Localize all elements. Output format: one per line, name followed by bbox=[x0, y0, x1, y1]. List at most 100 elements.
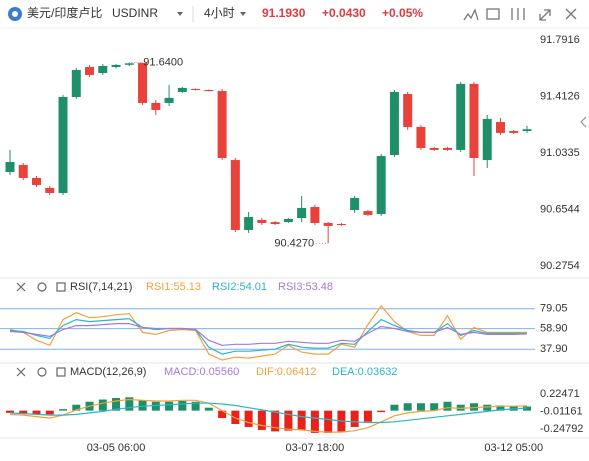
macd-settings[interactable] bbox=[37, 367, 47, 377]
y-tick-label: -0.01161 bbox=[540, 405, 583, 417]
candle-body bbox=[151, 102, 161, 110]
candle-body bbox=[45, 187, 55, 194]
candle-body bbox=[244, 217, 254, 230]
rsi-expand[interactable] bbox=[56, 282, 66, 292]
histogram-bar bbox=[363, 410, 372, 422]
candle-body bbox=[363, 211, 373, 215]
histogram-bar bbox=[72, 404, 81, 411]
y-tick-label: -0.24792 bbox=[540, 423, 583, 435]
x-tick-label: 03-07 18:00 bbox=[286, 442, 345, 454]
macd-close[interactable] bbox=[16, 367, 26, 377]
chart-type-button[interactable] bbox=[511, 8, 525, 20]
histogram-bar bbox=[98, 399, 107, 411]
candle-body bbox=[257, 219, 267, 223]
histogram-bar bbox=[271, 410, 280, 432]
last-price: 91.1930 bbox=[262, 6, 306, 20]
candle-body bbox=[495, 122, 505, 133]
histogram-bar bbox=[191, 401, 200, 411]
series-line bbox=[9, 402, 528, 424]
histogram-bar bbox=[6, 410, 14, 413]
rsi-settings[interactable] bbox=[37, 282, 47, 292]
candle-body bbox=[85, 67, 95, 75]
legend-entry: DIF:0.06412 bbox=[256, 366, 317, 378]
candle-body bbox=[32, 177, 42, 185]
candle-body bbox=[442, 147, 452, 150]
histogram-bar bbox=[32, 410, 41, 415]
price-change: +0.0430 bbox=[322, 6, 366, 20]
candle-body bbox=[522, 129, 532, 131]
extreme-label: 90.4270 bbox=[274, 237, 314, 249]
indicator-button[interactable] bbox=[463, 8, 479, 21]
histogram-bar bbox=[310, 410, 319, 433]
x-tick-label: 03-12 05:00 bbox=[484, 442, 543, 454]
compare-button[interactable] bbox=[486, 8, 500, 20]
candle-body bbox=[111, 64, 121, 68]
candle-body bbox=[177, 87, 187, 92]
histogram-bar bbox=[138, 400, 147, 411]
candle-body bbox=[429, 147, 439, 150]
candle-body bbox=[71, 70, 81, 98]
histogram-bar bbox=[456, 404, 465, 411]
histogram-bar bbox=[496, 405, 505, 411]
histogram-bar bbox=[390, 404, 399, 411]
candle-body bbox=[98, 65, 108, 74]
candle-body bbox=[297, 207, 307, 219]
histogram-bar bbox=[297, 410, 306, 430]
pair-name[interactable]: 美元/印度卢比 bbox=[27, 5, 102, 20]
histogram-bar bbox=[45, 410, 54, 415]
candle-body bbox=[509, 130, 519, 133]
interval[interactable]: 4小时 bbox=[204, 6, 235, 20]
rsi-close[interactable] bbox=[16, 282, 26, 292]
close-button[interactable] bbox=[565, 8, 577, 20]
candle-body bbox=[230, 160, 240, 230]
x-tick-label: 03-05 06:00 bbox=[87, 442, 146, 454]
rsi-title: RSI(7,14,21) bbox=[70, 281, 132, 293]
symbol-dropdown[interactable] bbox=[177, 12, 183, 16]
histogram-bar bbox=[151, 401, 160, 411]
candle-body bbox=[456, 83, 466, 150]
rsi-controls bbox=[16, 282, 66, 292]
collapse-axis-button[interactable] bbox=[580, 116, 587, 128]
y-tick-label: 90.2754 bbox=[540, 260, 580, 272]
candle-body bbox=[283, 218, 293, 223]
histogram-bar bbox=[350, 410, 359, 427]
histogram-bar bbox=[430, 403, 439, 411]
legend-entry: RSI3:53.48 bbox=[278, 281, 333, 293]
macd-expand[interactable] bbox=[56, 367, 66, 377]
y-tick-label: 79.05 bbox=[540, 303, 568, 315]
candle-body bbox=[416, 126, 426, 148]
candle-body bbox=[469, 83, 479, 158]
candle-body bbox=[323, 222, 333, 226]
y-tick-label: 91.4126 bbox=[540, 90, 580, 102]
fullscreen-button[interactable] bbox=[539, 9, 551, 21]
histogram-bar bbox=[231, 410, 240, 424]
candle-body bbox=[217, 91, 227, 158]
legend-entry: RSI2:54.01 bbox=[212, 281, 267, 293]
flag-icon-dot bbox=[12, 11, 18, 17]
histogram-bar bbox=[165, 401, 174, 411]
y-tick-label: 91.0335 bbox=[540, 147, 580, 159]
interval-dropdown[interactable] bbox=[240, 12, 246, 16]
histogram-bar bbox=[244, 410, 253, 427]
candle-body bbox=[138, 62, 148, 103]
histogram-bar bbox=[257, 410, 266, 430]
series-line bbox=[9, 304, 528, 361]
candle-body bbox=[389, 91, 399, 155]
candle-body bbox=[164, 97, 174, 103]
histogram-bar bbox=[324, 410, 333, 433]
y-tick-label: 58.90 bbox=[540, 323, 568, 335]
symbol[interactable]: USDINR bbox=[112, 6, 158, 20]
candle-body bbox=[350, 197, 360, 211]
macd-controls bbox=[16, 367, 66, 377]
histogram-bar bbox=[443, 401, 452, 411]
candle-body bbox=[403, 94, 413, 127]
series-line bbox=[9, 398, 528, 433]
candle-body bbox=[482, 118, 492, 161]
candle-body bbox=[5, 162, 15, 172]
candle-body bbox=[270, 222, 280, 225]
y-tick-label: 0.22471 bbox=[540, 388, 580, 400]
candle-body bbox=[204, 89, 214, 92]
candle-body bbox=[310, 207, 320, 223]
histogram-bar bbox=[19, 410, 28, 414]
